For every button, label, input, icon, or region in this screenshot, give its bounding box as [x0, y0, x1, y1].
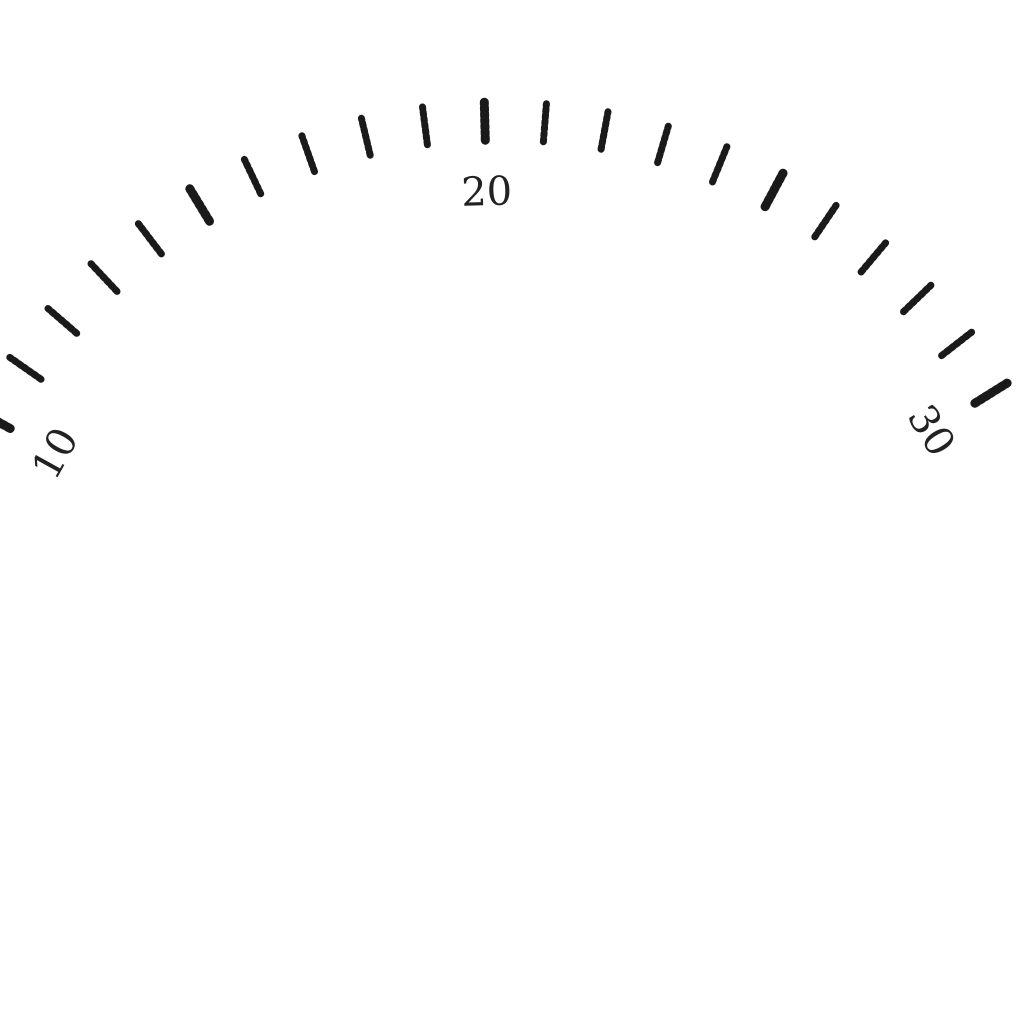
scale-tick-27	[857, 239, 890, 276]
scale-tick-19	[419, 103, 431, 149]
scale-tick-12	[44, 305, 81, 337]
scale-tick-23	[654, 122, 672, 167]
scale-tick-10	[0, 417, 15, 433]
scale-tick-29	[938, 328, 976, 360]
tick-group	[0, 97, 1012, 433]
scale-label-30: 30	[898, 397, 964, 465]
scale-tick-14	[134, 220, 165, 258]
scale-tick-24	[709, 143, 731, 186]
scale-tick-16	[240, 155, 265, 198]
scale-tick-15	[185, 184, 214, 226]
scale-tick-11	[6, 353, 45, 383]
scale-tick-28	[900, 281, 935, 316]
scale-tick-25	[760, 168, 788, 212]
scale-label-20: 20	[461, 169, 513, 216]
scale-tick-17	[298, 132, 318, 176]
scale-label-10: 10	[23, 420, 88, 487]
scale-tick-20	[479, 97, 490, 145]
scale-tick-21	[539, 100, 550, 146]
scale-tick-26	[811, 201, 840, 241]
scale-tick-13	[87, 260, 121, 295]
tick-label-group: 10 20 30	[23, 169, 964, 488]
scale-tick-22	[597, 108, 612, 153]
scale-tick-30	[970, 378, 1012, 408]
scale-tick-18	[357, 114, 374, 159]
